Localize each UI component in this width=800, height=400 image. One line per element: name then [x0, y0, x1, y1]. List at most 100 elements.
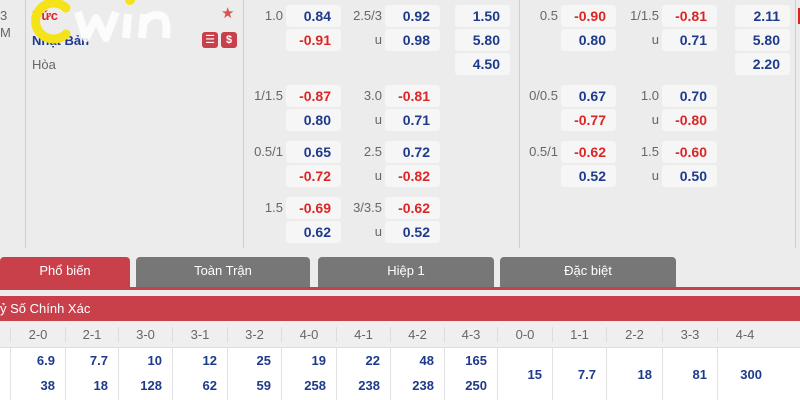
cwin-logo: [31, 0, 171, 44]
tab-first-half[interactable]: Hiệp 1: [318, 257, 494, 287]
match-time: 3: [0, 8, 8, 23]
odds-cell[interactable]: 0.84: [286, 5, 341, 27]
divider: [243, 0, 244, 248]
tab-underline: [0, 287, 800, 290]
1x2-odds-cell[interactable]: 2.11: [735, 5, 790, 27]
over-under-line: 3/3.5: [353, 200, 382, 215]
score-odds[interactable]: 18: [93, 378, 108, 393]
score-odds[interactable]: 7.7: [577, 367, 596, 382]
score-odds[interactable]: 250: [465, 378, 487, 393]
over-under-line: 1.5: [640, 144, 659, 159]
score-label: 3-0: [118, 327, 172, 342]
odds-cell[interactable]: 0.62: [286, 221, 341, 243]
under-label: u: [651, 168, 659, 183]
odds-cell[interactable]: -0.62: [561, 141, 616, 163]
odds-cell[interactable]: -0.81: [662, 5, 717, 27]
score-label: 2-1: [65, 327, 118, 342]
score-label: 4-4: [717, 327, 772, 342]
odds-cell[interactable]: -0.62: [385, 197, 440, 219]
score-odds[interactable]: 15: [527, 367, 542, 382]
handicap-line: 1.0: [264, 8, 283, 23]
score-label: 0-0: [497, 327, 552, 342]
cell-divider: [65, 348, 66, 400]
score-odds[interactable]: 10: [147, 353, 162, 368]
score-odds[interactable]: 12: [202, 353, 217, 368]
divider: [519, 0, 520, 248]
odds-cell[interactable]: 0.80: [286, 109, 341, 131]
score-label: 4-0: [281, 327, 336, 342]
score-header-row: [0, 322, 800, 348]
score-odds[interactable]: 22: [365, 353, 380, 368]
odds-cell[interactable]: 0.98: [385, 29, 440, 51]
odds-cell[interactable]: -0.81: [385, 85, 440, 107]
score-odds[interactable]: 258: [304, 378, 326, 393]
odds-cell[interactable]: -0.69: [286, 197, 341, 219]
score-odds[interactable]: 48: [419, 353, 434, 368]
odds-cell[interactable]: 0.52: [385, 221, 440, 243]
cell-divider: [281, 348, 282, 400]
score-value-row: [0, 348, 800, 400]
odds-cell[interactable]: 0.52: [561, 165, 616, 187]
cell-divider: [10, 348, 11, 400]
cell-divider: [227, 348, 228, 400]
over-under-line: 3.0: [363, 88, 382, 103]
score-odds[interactable]: 165: [465, 353, 487, 368]
1x2-odds-cell[interactable]: 4.50: [455, 53, 510, 75]
score-odds[interactable]: 6.9: [36, 353, 55, 368]
tab-popular[interactable]: Phổ biến: [0, 257, 130, 287]
score-odds[interactable]: 19: [311, 353, 326, 368]
odds-cell[interactable]: -0.72: [286, 165, 341, 187]
over-under-line: 2.5/3: [353, 8, 382, 23]
score-odds[interactable]: 18: [637, 367, 652, 382]
score-label: 4-1: [336, 327, 390, 342]
cell-divider: [390, 348, 391, 400]
score-label: 3-1: [172, 327, 227, 342]
odds-cell[interactable]: -0.82: [385, 165, 440, 187]
score-odds[interactable]: 238: [358, 378, 380, 393]
odds-cell[interactable]: -0.80: [662, 109, 717, 131]
1x2-odds-cell[interactable]: 2.20: [735, 53, 790, 75]
odds-cell[interactable]: 0.72: [385, 141, 440, 163]
cell-divider: [444, 348, 445, 400]
score-odds[interactable]: 59: [256, 378, 271, 393]
odds-cell[interactable]: -0.77: [561, 109, 616, 131]
1x2-odds-cell[interactable]: 1.50: [455, 5, 510, 27]
odds-cell[interactable]: 0.71: [385, 109, 440, 131]
score-odds[interactable]: 7.7: [89, 353, 108, 368]
score-odds[interactable]: 25: [256, 353, 271, 368]
cell-divider: [717, 348, 718, 400]
score-odds[interactable]: 238: [412, 378, 434, 393]
odds-cell[interactable]: -0.87: [286, 85, 341, 107]
odds-cell[interactable]: -0.60: [662, 141, 717, 163]
tab-special[interactable]: Đặc biệt: [500, 257, 676, 287]
1x2-odds-cell[interactable]: 5.80: [735, 29, 790, 51]
stats-icon[interactable]: ☰: [202, 32, 218, 48]
star-icon[interactable]: ★: [221, 5, 235, 22]
score-odds[interactable]: 128: [140, 378, 162, 393]
odds-cell[interactable]: 0.67: [561, 85, 616, 107]
tab-full-match[interactable]: Toàn Trận: [136, 257, 310, 287]
odds-cell[interactable]: 0.65: [286, 141, 341, 163]
score-label: 4-2: [390, 327, 444, 342]
handicap-line: 0.5: [539, 8, 558, 23]
handicap-line: 1.5: [264, 200, 283, 215]
odds-cell[interactable]: 0.80: [561, 29, 616, 51]
under-label: u: [374, 32, 382, 47]
odds-cell[interactable]: -0.90: [561, 5, 616, 27]
odds-cell[interactable]: 0.71: [662, 29, 717, 51]
1x2-odds-cell[interactable]: 5.80: [455, 29, 510, 51]
odds-cell[interactable]: 0.92: [385, 5, 440, 27]
score-odds[interactable]: 81: [692, 367, 707, 382]
divider: [795, 0, 796, 248]
dollar-icon[interactable]: $: [221, 32, 237, 48]
score-odds[interactable]: 300: [740, 367, 762, 382]
section-title: ỷ Số Chính Xác: [0, 301, 91, 316]
odds-cell[interactable]: 0.70: [662, 85, 717, 107]
handicap-line: 0.5/1: [254, 144, 283, 159]
score-odds[interactable]: 62: [202, 378, 217, 393]
odds-cell[interactable]: 0.50: [662, 165, 717, 187]
odds-cell[interactable]: -0.91: [286, 29, 341, 51]
over-under-line: 1/1.5: [630, 8, 659, 23]
score-odds[interactable]: 38: [40, 378, 55, 393]
over-under-line: 1.0: [640, 88, 659, 103]
